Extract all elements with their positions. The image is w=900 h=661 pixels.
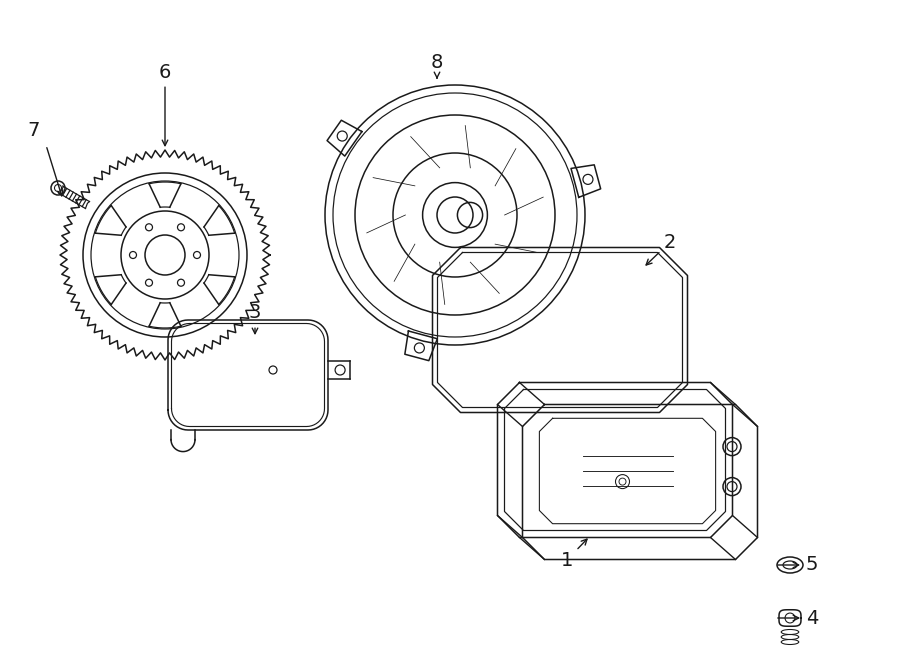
Text: 4: 4 bbox=[778, 609, 818, 627]
Text: 3: 3 bbox=[248, 303, 261, 334]
Text: 7: 7 bbox=[28, 120, 40, 139]
Text: 6: 6 bbox=[158, 63, 171, 145]
Text: 5: 5 bbox=[778, 555, 818, 574]
Text: 1: 1 bbox=[561, 539, 587, 570]
Text: 8: 8 bbox=[431, 52, 443, 78]
Text: 2: 2 bbox=[646, 233, 676, 265]
